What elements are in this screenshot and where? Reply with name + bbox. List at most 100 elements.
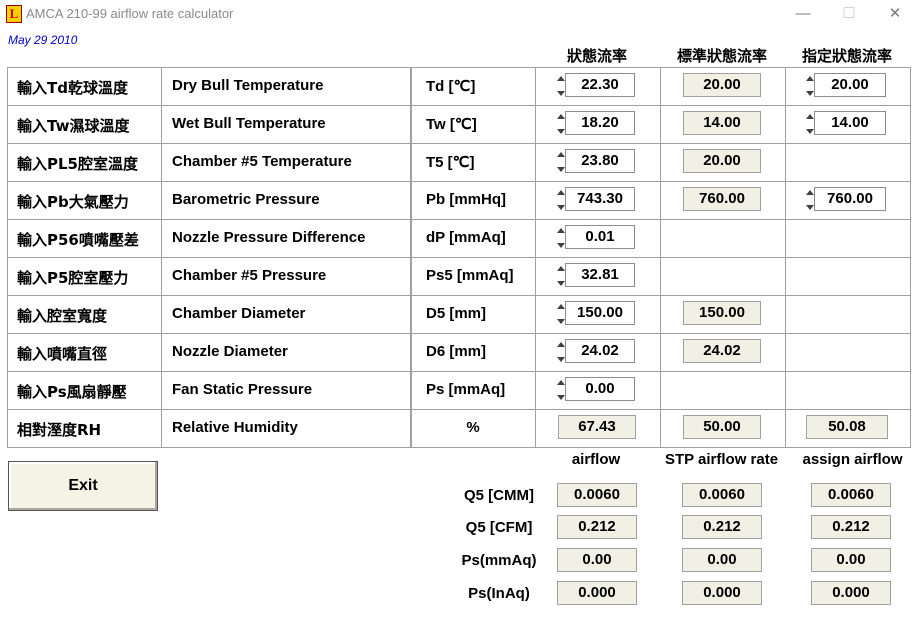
value-assigned[interactable]: 760.00 <box>814 187 886 211</box>
arrow-down-icon[interactable] <box>557 91 565 96</box>
arrow-up-icon[interactable] <box>557 266 565 271</box>
grid-cell <box>7 257 162 296</box>
row-label-zh: 輸入腔室寬度 <box>17 307 108 325</box>
grid-cell <box>660 371 786 410</box>
arrow-down-icon[interactable] <box>557 281 565 286</box>
spinner-icon[interactable] <box>556 301 566 329</box>
arrow-up-icon[interactable] <box>557 114 565 119</box>
grid-cell <box>785 371 911 410</box>
value-assigned[interactable]: 20.00 <box>814 73 886 97</box>
spinner-icon[interactable] <box>556 339 566 367</box>
arrow-up-icon[interactable] <box>557 152 565 157</box>
arrow-up-icon[interactable] <box>557 342 565 347</box>
close-icon[interactable]: ✕ <box>888 5 902 22</box>
row-label-zh: 輸入Td乾球溫度 <box>17 79 128 97</box>
value-actual[interactable]: 18.20 <box>565 111 635 135</box>
grid-cell <box>161 295 411 334</box>
arrow-down-icon[interactable] <box>806 205 814 210</box>
value-actual[interactable]: 150.00 <box>565 301 635 325</box>
col-header-assigned: 指定狀態流率 <box>801 47 892 65</box>
row-label-en: Barometric Pressure <box>172 191 320 208</box>
value-assigned[interactable]: 14.00 <box>814 111 886 135</box>
value-assigned: 50.08 <box>806 415 888 439</box>
output-value: 0.000 <box>557 581 637 605</box>
grid-cell <box>411 409 536 448</box>
grid-cell <box>161 105 411 144</box>
output-row-label: Q5 [CMM] <box>464 487 534 504</box>
grid-cell <box>785 143 911 182</box>
arrow-down-icon[interactable] <box>806 129 814 134</box>
row-label-en: Fan Static Pressure <box>172 381 313 398</box>
value-actual[interactable]: 22.30 <box>565 73 635 97</box>
arrow-up-icon[interactable] <box>557 304 565 309</box>
row-label-zh: 輸入Ps風扇靜壓 <box>17 383 127 401</box>
spinner-icon[interactable] <box>556 225 566 253</box>
row-unit-label: D6 [mm] <box>426 343 487 360</box>
grid-cell <box>411 333 536 372</box>
output-value: 0.000 <box>682 581 762 605</box>
arrow-up-icon[interactable] <box>806 114 814 119</box>
output-value: 0.000 <box>811 581 891 605</box>
grid-cell <box>7 409 162 448</box>
value-actual[interactable]: 32.81 <box>565 263 635 287</box>
spinner-icon[interactable] <box>556 187 566 215</box>
arrow-up-icon[interactable] <box>557 228 565 233</box>
arrow-down-icon[interactable] <box>557 205 565 210</box>
minimize-icon[interactable]: — <box>795 5 811 22</box>
row-label-zh: 輸入Pb大氣壓力 <box>17 193 129 211</box>
value-actual[interactable]: 24.02 <box>565 339 635 363</box>
row-label-zh: 相對溼度RH <box>17 421 102 439</box>
row-label-zh: 輸入Tw濕球溫度 <box>17 117 130 135</box>
output-row-label: Ps(InAq) <box>468 585 530 602</box>
arrow-down-icon[interactable] <box>557 243 565 248</box>
row-label-zh: 輸入噴嘴直徑 <box>17 345 108 363</box>
grid-cell <box>785 295 911 334</box>
grid-cell <box>411 181 536 220</box>
arrow-down-icon[interactable] <box>557 167 565 172</box>
grid-cell <box>411 219 536 258</box>
arrow-up-icon[interactable] <box>557 380 565 385</box>
grid-cell <box>785 257 911 296</box>
spinner-icon[interactable] <box>805 111 815 139</box>
output-value: 0.0060 <box>682 483 762 507</box>
spinner-icon[interactable] <box>805 73 815 101</box>
exit-button[interactable]: Exit <box>8 461 158 511</box>
value-actual[interactable]: 0.01 <box>565 225 635 249</box>
value-actual[interactable]: 0.00 <box>565 377 635 401</box>
arrow-up-icon[interactable] <box>806 76 814 81</box>
arrow-up-icon[interactable] <box>557 76 565 81</box>
value-actual[interactable]: 23.80 <box>565 149 635 173</box>
maximize-icon[interactable]: ☐ <box>842 5 856 22</box>
arrow-up-icon[interactable] <box>557 190 565 195</box>
app-logo-icon: L <box>6 5 22 23</box>
row-unit-label: dP [mmAq] <box>426 229 506 246</box>
row-label-en: Relative Humidity <box>172 419 298 436</box>
arrow-down-icon[interactable] <box>806 91 814 96</box>
output-value: 0.0060 <box>557 483 637 507</box>
grid-cell <box>7 219 162 258</box>
title-bar[interactable]: L AMCA 210-99 airflow rate calculator — … <box>0 0 919 30</box>
spinner-icon[interactable] <box>556 73 566 101</box>
col-header-standard: 標準狀態流率 <box>676 47 767 65</box>
grid-cell <box>411 105 536 144</box>
spinner-icon[interactable] <box>556 149 566 177</box>
row-unit-label: Ps5 [mmAq] <box>426 267 514 284</box>
grid-cell <box>785 333 911 372</box>
spinner-icon[interactable] <box>805 187 815 215</box>
row-unit-label: Tw [℃] <box>426 116 477 133</box>
arrow-down-icon[interactable] <box>557 129 565 134</box>
arrow-up-icon[interactable] <box>806 190 814 195</box>
value-actual[interactable]: 743.30 <box>565 187 635 211</box>
grid-cell <box>161 333 411 372</box>
row-label-zh: 輸入P56噴嘴壓差 <box>17 231 139 249</box>
arrow-down-icon[interactable] <box>557 357 565 362</box>
output-value: 0.00 <box>557 548 637 572</box>
arrow-down-icon[interactable] <box>557 395 565 400</box>
row-label-en: Chamber Diameter <box>172 305 306 322</box>
spinner-icon[interactable] <box>556 377 566 405</box>
grid-cell <box>411 257 536 296</box>
row-label-en: Nozzle Pressure Difference <box>172 229 366 246</box>
spinner-icon[interactable] <box>556 111 566 139</box>
spinner-icon[interactable] <box>556 263 566 291</box>
arrow-down-icon[interactable] <box>557 319 565 324</box>
